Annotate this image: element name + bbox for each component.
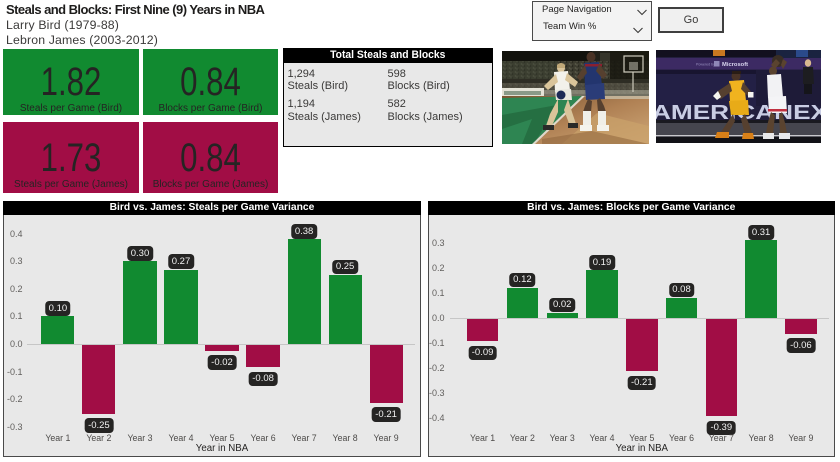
svg-text:Microsoft: Microsoft [722, 62, 748, 68]
svg-text:Powered by: Powered by [696, 63, 715, 67]
